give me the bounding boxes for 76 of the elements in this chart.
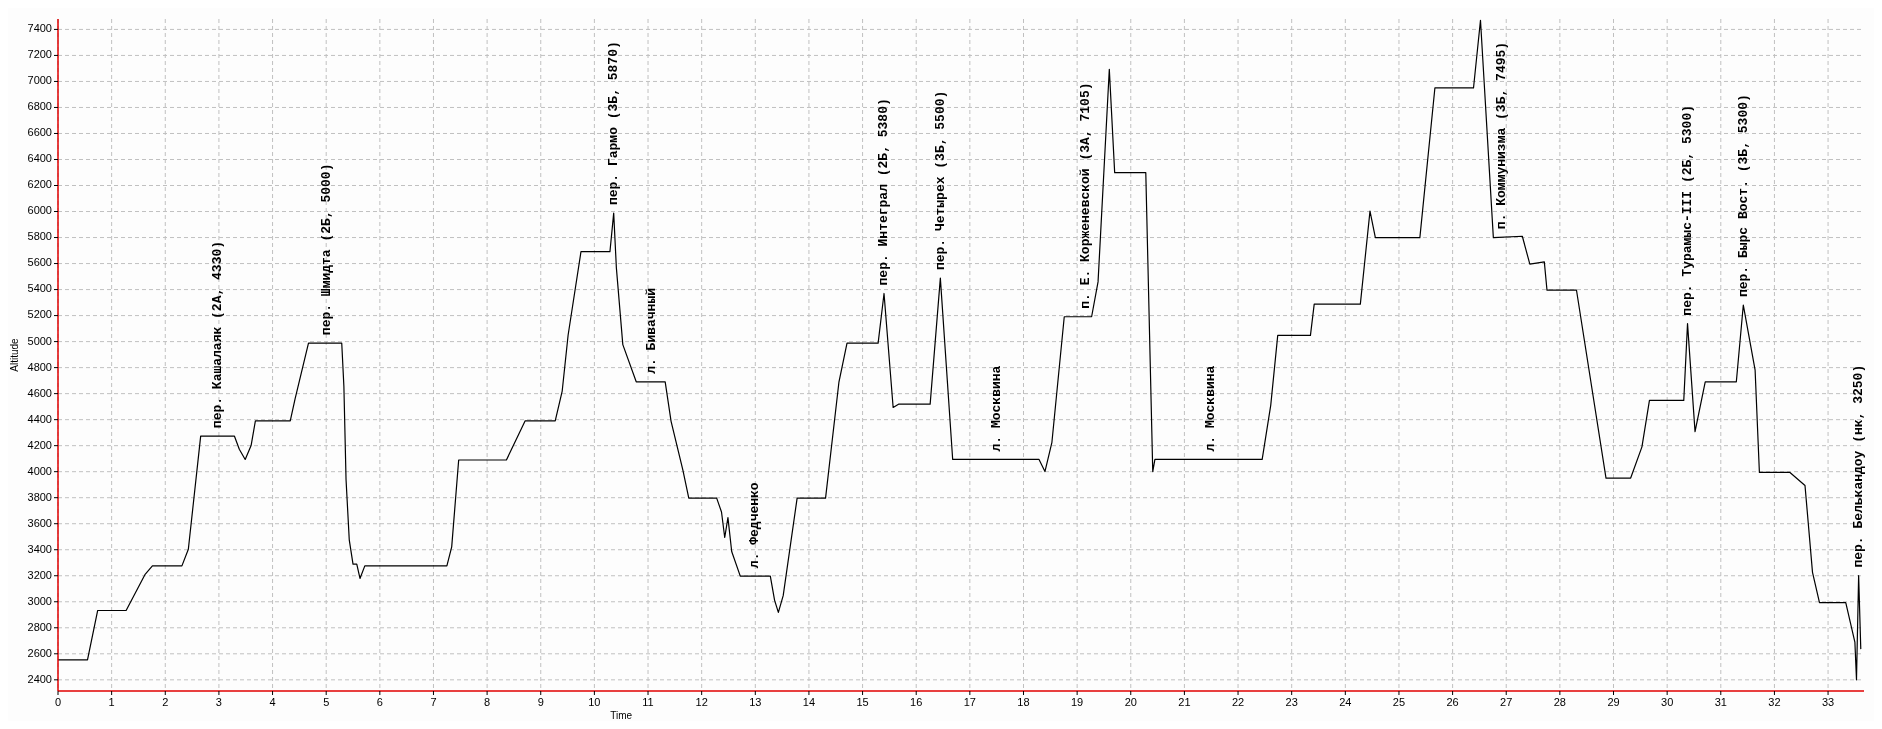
x-tick-label: 1	[108, 696, 115, 708]
y-tick-label: 4400	[27, 412, 52, 425]
annotation: пер. Четырех (3Б, 5500)	[932, 90, 948, 271]
x-tick-label: 26	[1446, 696, 1459, 708]
annotation: пер. Интеграл (2Б, 5380)	[876, 98, 892, 286]
x-tick-label: 2	[162, 696, 169, 708]
x-tick-label: 22	[1231, 696, 1245, 708]
x-tick-label: 16	[910, 696, 923, 708]
y-tick-label: 3600	[27, 516, 52, 529]
annotation: п. Коммунизма (3Б, 7495)	[1493, 41, 1509, 230]
annotation: пер. Гармо (3Б, 5870)	[606, 41, 622, 206]
y-tick-label: 5800	[27, 230, 52, 243]
x-tick-label: 7	[430, 696, 437, 708]
y-tick-label: 6000	[27, 204, 52, 217]
annotation: л. Федченко	[746, 482, 762, 569]
y-tick-label: 4200	[27, 438, 52, 451]
x-tick-label: 23	[1285, 696, 1298, 708]
x-tick-label: 4	[269, 696, 276, 708]
x-tick-label: 30	[1661, 696, 1674, 708]
x-tick-label: 33	[1821, 696, 1835, 708]
y-tick-label: 3000	[27, 594, 52, 607]
annotation: п. Е. Корженевской (3А, 7105)	[1077, 82, 1093, 309]
annotation: пер. Кашалаяк (2А, 4330)	[209, 240, 225, 429]
y-tick-label: 5000	[27, 334, 52, 347]
y-axis-title: Altitude	[9, 337, 20, 372]
y-tick-label: 6600	[27, 126, 52, 139]
x-tick-label: 12	[695, 696, 708, 708]
y-tick-label: 6400	[27, 152, 52, 165]
x-tick-label: 25	[1392, 696, 1406, 708]
y-tick-label: 5400	[27, 282, 52, 295]
y-tick-label: 7000	[27, 74, 52, 87]
x-tick-label: 17	[963, 696, 976, 708]
annotation: л. Москвина	[1202, 365, 1218, 452]
x-axis-title: Time	[610, 710, 633, 721]
x-tick-label: 15	[856, 696, 869, 708]
x-tick-label: 10	[588, 696, 601, 708]
y-tick-label: 6800	[27, 100, 52, 113]
x-tick-label: 9	[537, 696, 544, 708]
y-tick-label: 2800	[27, 620, 52, 633]
x-tick-label: 24	[1339, 696, 1352, 708]
x-tick-label: 20	[1124, 696, 1137, 708]
x-tick-label: 32	[1768, 696, 1781, 708]
x-tick-label: 27	[1500, 696, 1513, 708]
annotation: пер. Бырс Вост. (3Б, 5300)	[1735, 94, 1751, 298]
y-tick-label: 2600	[27, 646, 52, 659]
annotation: пер. Белькандоу (нк, 3250)	[1851, 364, 1867, 568]
x-tick-label: 14	[802, 696, 816, 708]
y-tick-label: 3800	[27, 490, 52, 503]
x-tick-label: 21	[1178, 696, 1191, 708]
x-tick-label: 3	[215, 696, 222, 708]
y-tick-label: 2400	[27, 672, 52, 685]
y-tick-label: 4000	[27, 464, 52, 477]
x-tick-label: 18	[1017, 696, 1030, 708]
y-tick-label: 7400	[27, 22, 52, 35]
y-tick-label: 5600	[27, 256, 52, 269]
y-tick-label: 3400	[27, 542, 52, 555]
x-tick-label: 28	[1553, 696, 1566, 708]
y-tick-label: 5200	[27, 308, 52, 321]
annotation: л. Москвина	[989, 365, 1005, 452]
x-tick-label: 11	[642, 696, 654, 708]
y-tick-label: 4800	[27, 360, 52, 373]
x-tick-label: 8	[484, 696, 491, 708]
y-tick-label: 6200	[27, 178, 52, 191]
x-tick-label: 19	[1071, 696, 1084, 708]
x-tick-label: 0	[54, 696, 62, 708]
x-tick-label: 6	[376, 696, 383, 708]
y-tick-label: 3200	[27, 568, 52, 581]
y-tick-label: 7200	[27, 48, 52, 61]
x-tick-label: 5	[323, 696, 330, 708]
annotation: пер. Шмидта (2Б, 5000)	[319, 163, 335, 336]
y-tick-label: 4600	[27, 386, 52, 399]
annotation: л. Бивачный	[643, 287, 659, 374]
x-tick-label: 29	[1607, 696, 1620, 708]
x-tick-label: 13	[749, 696, 762, 708]
x-tick-label: 31	[1714, 696, 1727, 708]
annotation: пер. Турамыс-III (2Б, 5300)	[1679, 105, 1695, 316]
